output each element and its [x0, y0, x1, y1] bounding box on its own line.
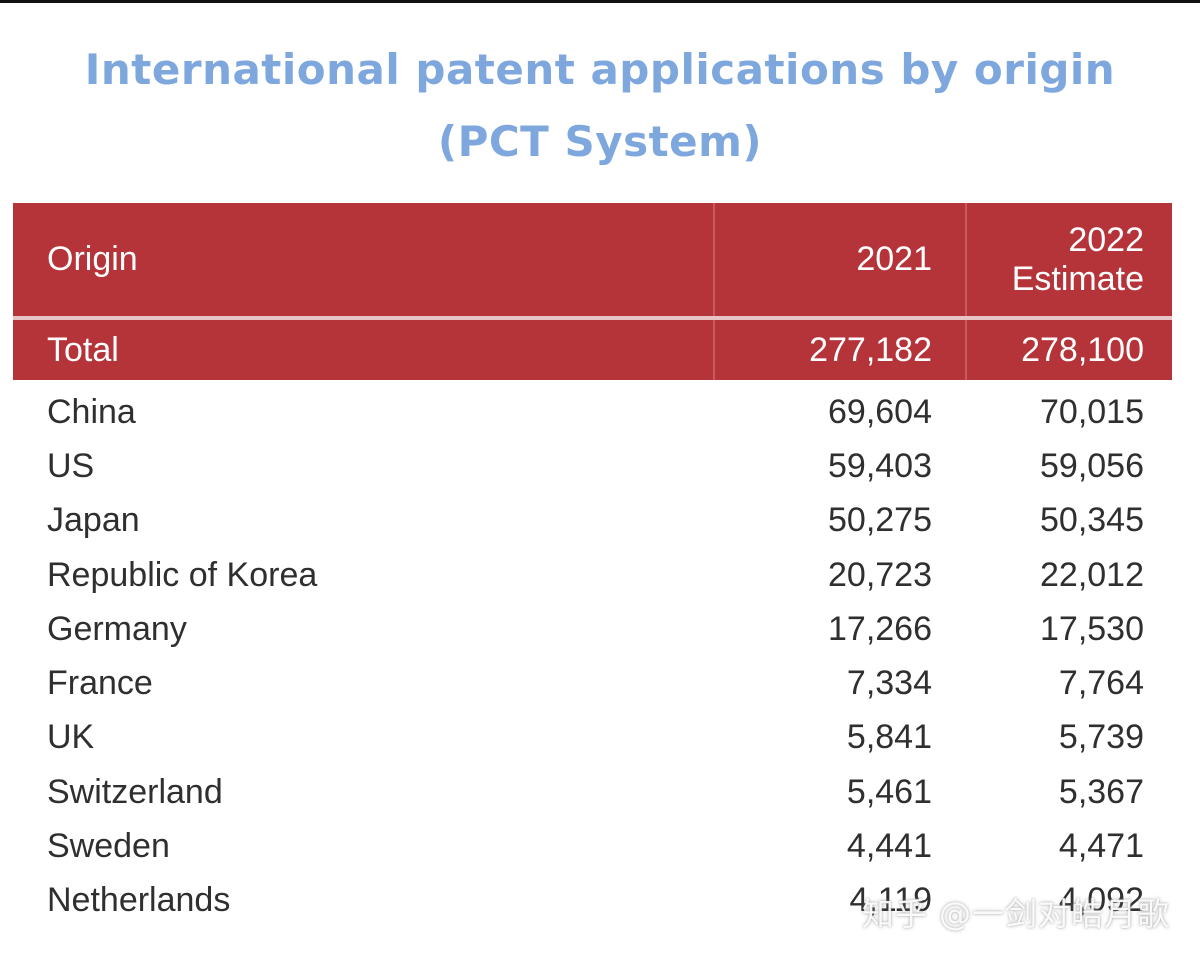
row-value-2021: 5,841	[846, 718, 932, 757]
row-origin: Switzerland	[47, 772, 223, 811]
total-2022: 278,100	[1021, 330, 1144, 369]
row-value-2021: 5,461	[846, 772, 932, 811]
row-origin: China	[47, 392, 136, 431]
row-value-2021: 20,723	[828, 555, 932, 594]
row-value-2022: 22,012	[1040, 555, 1144, 594]
table-header-row: Origin 2021 2022 Estimate	[13, 203, 1172, 316]
total-divider	[713, 320, 715, 380]
row-value-2022: 5,367	[1058, 772, 1144, 811]
row-value-2021: 4,119	[849, 881, 932, 920]
header-2021: 2021	[856, 240, 932, 278]
row-origin: US	[47, 446, 95, 485]
header-origin: Origin	[47, 240, 138, 278]
row-origin: Germany	[47, 609, 187, 648]
row-origin: France	[47, 664, 153, 703]
row-value-2022: 4,471	[1058, 827, 1144, 866]
row-origin: UK	[47, 718, 95, 757]
row-value-2021: 50,275	[828, 501, 932, 540]
patent-table: Origin 2021 2022 Estimate Total 277,182 …	[13, 203, 1172, 928]
chart-title: International patent applications by ori…	[84, 45, 1116, 166]
row-origin: Japan	[47, 501, 140, 540]
table-row: Japan 50,275 50,345	[13, 494, 1172, 548]
row-value-2022: 59,056	[1040, 446, 1144, 485]
total-divider	[965, 320, 967, 380]
top-rule	[0, 0, 1200, 3]
table-body: China 69,604 70,015 US 59,403 59,056 Japan 50,2…	[13, 380, 1172, 928]
row-value-2021: 69,604	[828, 392, 932, 431]
table-row: Sweden 4,441 4,471	[13, 819, 1172, 873]
table-row: Republic of Korea 20,723 22,012	[13, 548, 1172, 602]
row-value-2021: 4,441	[846, 827, 932, 866]
table-row: US 59,403 59,056	[13, 439, 1172, 493]
row-value-2022: 70,015	[1040, 392, 1144, 431]
header-divider	[713, 203, 715, 316]
row-origin: Netherlands	[47, 881, 231, 920]
table-row: Germany 17,266 17,530	[13, 602, 1172, 656]
header-divider	[965, 203, 967, 316]
row-value-2022: 50,345	[1040, 501, 1144, 540]
row-value-2021: 17,266	[828, 609, 932, 648]
header-separator	[13, 316, 1172, 320]
row-origin: Republic of Korea	[47, 555, 318, 594]
watermark: 知乎 @一剑对皓月歌	[861, 895, 1170, 933]
table-row: France 7,334 7,764	[13, 656, 1172, 710]
table-row: Switzerland 5,461 5,367	[13, 765, 1172, 819]
row-value-2022: 4,092	[1058, 881, 1144, 920]
header-2022-estimate: 2022 Estimate	[1012, 221, 1144, 299]
total-label: Total	[47, 330, 119, 369]
total-row: Total 277,182 278,100	[13, 320, 1172, 380]
table-row: China 69,604 70,015	[13, 385, 1172, 439]
table-row: UK 5,841 5,739	[13, 711, 1172, 765]
row-value-2021: 7,334	[846, 664, 932, 703]
table-row: Netherlands 4,119 4,092	[13, 874, 1172, 928]
row-value-2022: 17,530	[1040, 609, 1144, 648]
total-2021: 277,182	[809, 330, 932, 369]
header-2022-estimate-label: Estimate	[1011, 260, 1144, 298]
row-value-2022: 5,739	[1058, 718, 1144, 757]
header-2022-year: 2022	[1068, 221, 1144, 259]
row-value-2022: 7,764	[1058, 664, 1144, 703]
row-origin: Sweden	[47, 827, 170, 866]
row-value-2021: 59,403	[828, 446, 932, 485]
